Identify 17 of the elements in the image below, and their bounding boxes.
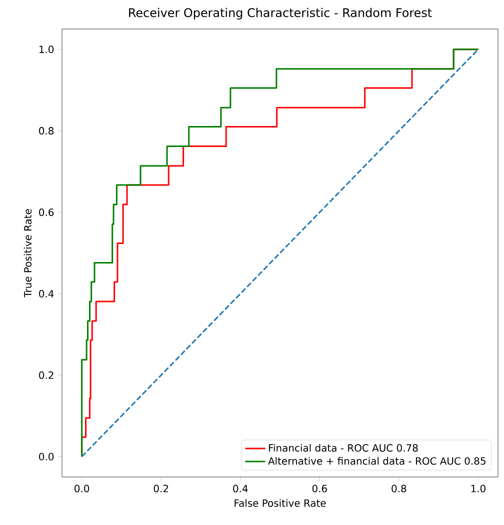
x-axis-title: False Positive Rate (234, 499, 326, 507)
x-tick-label: 0.8 (392, 484, 406, 492)
y-tick-label: 0.4 (39, 290, 54, 298)
x-tick-label: 1.0 (471, 484, 486, 492)
y-tick-label: 0.2 (39, 371, 54, 379)
x-tick-label: 0.6 (312, 484, 327, 492)
legend-label: Financial data - ROC AUC 0.78 (268, 444, 418, 452)
y-tick-label: 0.8 (39, 127, 54, 135)
chart-title: Receiver Operating Characteristic - Random Forest (129, 8, 432, 20)
y-tick-label: 1.0 (39, 46, 54, 54)
x-tick-label: 0.0 (74, 484, 90, 492)
y-tick-label: 0.6 (39, 208, 54, 216)
x-tick-label: 0.4 (233, 484, 248, 492)
legend-label: Alternative + financial data - ROC AUC 0.85 (268, 457, 486, 465)
y-axis-title: True Positive Rate (24, 209, 32, 298)
x-tick-label: 0.2 (154, 484, 168, 492)
y-tick-label: 0.0 (39, 452, 54, 460)
